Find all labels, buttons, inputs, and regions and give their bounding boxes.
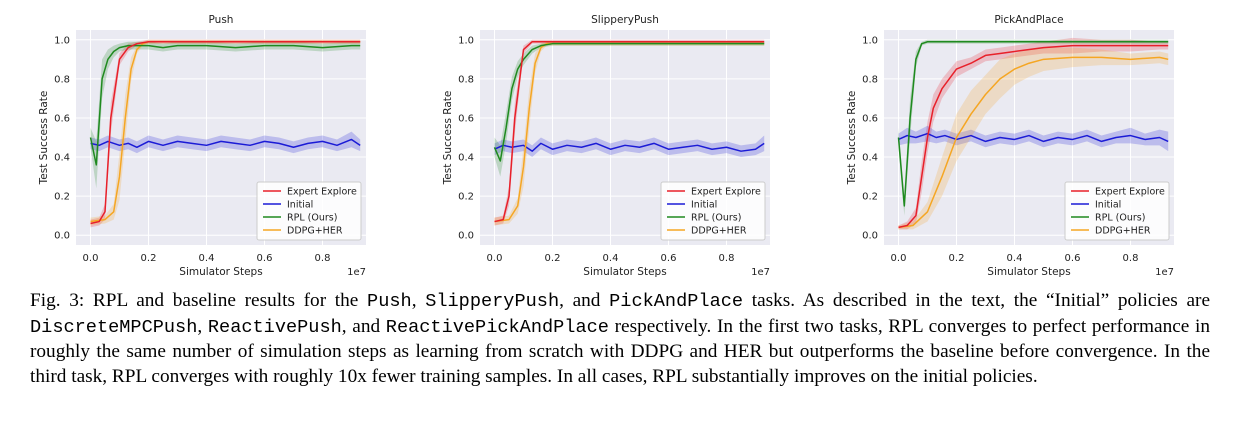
legend-box [256,181,362,241]
caption-text: respectively. In the first two tasks, RP… [30,315,1211,387]
y-tick-label: 1.0 [862,35,878,46]
x-tick-label: 0.6 [1065,253,1081,264]
figure: 0.0 0.2 0.4 0.6 0.8 1.0 0.0 0.2 0.4 0.6 0.8 Push Sim… [38,14,1174,278]
y-tick-label: 0.0 [458,231,474,242]
legend-label: DDPG+HER [287,226,343,237]
chart-title: PickAndPlace [994,14,1063,26]
y-tick-label: 1.0 [458,35,474,46]
legend-label: Initial [691,200,717,211]
caption-code-pickandplace: PickAndPlace [609,291,744,312]
y-tick-label: 0.6 [54,113,70,124]
series-band [898,125,1169,152]
x-offset-label: 1e7 [347,267,366,278]
x-offset-label: 1e7 [751,267,770,278]
series-line [898,44,1169,229]
legend-label: Initial [1095,200,1121,211]
series-line [90,138,361,149]
series-line [90,40,361,225]
caption-text: , and [559,290,610,311]
y-tick-label: 0.2 [458,192,474,203]
x-tick-label: 0.0 [83,253,99,264]
caption-text: Fig. 3: RPL and baseline results for the [30,290,368,311]
legend-label: RPL (Ours) [287,213,337,224]
x-tick-label: 0.4 [1007,253,1023,264]
y-tick-label: 0.8 [458,74,474,85]
legend-label: DDPG+HER [1095,226,1151,237]
legend-label: RPL (Ours) [691,213,741,224]
chart-panel-2: 0.0 0.2 0.4 0.6 0.8 1.0 0.0 0.2 0.4 0.6 0.8 PickAnd… [846,14,1174,278]
x-tick-label: 0.4 [199,253,215,264]
series-line [494,142,765,152]
legend-label: RPL (Ours) [1095,213,1145,224]
x-axis-label: Simulator Steps [987,266,1070,278]
caption-text: , [197,315,208,337]
chart-panel-0: 0.0 0.2 0.4 0.6 0.8 1.0 0.0 0.2 0.4 0.6 0.8 Push Sim… [38,14,366,278]
x-axis-label: Simulator Steps [583,266,666,278]
series-line [898,56,1169,229]
x-axis-label: Simulator Steps [179,266,262,278]
y-tick-label: 0.6 [458,113,474,124]
caption-code-discretempcpush: DiscreteMPCPush [30,316,198,338]
legend-label: Expert Explore [1095,187,1165,198]
caption-code-push: Push [367,291,412,312]
y-tick-label: 0.8 [862,74,878,85]
y-axis-label: Test Success Rate [846,91,858,186]
series-line [898,132,1169,143]
x-tick-label: 0.6 [661,253,677,264]
y-tick-label: 0.0 [54,231,70,242]
y-axis-label: Test Success Rate [442,91,454,186]
legend-box [660,181,766,241]
x-tick-label: 0.0 [891,253,907,264]
legend-label: DDPG+HER [691,226,747,237]
chart-title: SlipperyPush [591,14,659,26]
y-tick-label: 0.4 [458,153,474,164]
x-tick-label: 0.4 [603,253,619,264]
caption-code-slipperypush: SlipperyPush [425,291,560,312]
x-tick-label: 0.8 [315,253,331,264]
chart-title: Push [209,14,234,26]
legend-label: Expert Explore [691,187,761,198]
y-tick-label: 0.0 [862,231,878,242]
chart-panel-1: 0.0 0.2 0.4 0.6 0.8 1.0 0.0 0.2 0.4 0.6 0.8 Slipper… [442,14,770,278]
caption-code-reactivepickandplace: ReactivePickAndPlace [385,316,609,338]
caption-text: , and [341,315,386,337]
x-tick-label: 0.2 [949,253,965,264]
y-tick-label: 0.4 [862,153,878,164]
caption-code-reactivepush: ReactivePush [207,316,342,338]
x-tick-label: 0.2 [545,253,561,264]
y-tick-label: 0.4 [54,153,70,164]
caption-text: , [411,290,426,311]
y-tick-label: 0.8 [54,74,70,85]
y-tick-label: 0.2 [54,192,70,203]
x-offset-label: 1e7 [1155,267,1174,278]
y-tick-label: 0.6 [862,113,878,124]
y-tick-label: 1.0 [54,35,70,46]
series-line [897,40,1169,207]
series-line [89,44,361,166]
x-tick-label: 0.6 [257,253,273,264]
legend-label: Expert Explore [287,187,357,198]
series-line [493,42,765,162]
x-tick-label: 0.8 [719,253,735,264]
series-line [494,40,765,223]
legend-label: Initial [287,200,313,211]
y-tick-label: 0.2 [862,192,878,203]
y-axis-label: Test Success Rate [38,91,50,186]
x-tick-label: 0.2 [141,253,157,264]
x-tick-label: 0.0 [487,253,503,264]
x-tick-label: 0.8 [1123,253,1139,264]
caption-text: tasks. As described in the text, the “In… [743,290,1211,311]
figure-caption: Fig. 3: RPL and baseline results for the… [30,289,1210,389]
legend-box [1064,181,1170,241]
